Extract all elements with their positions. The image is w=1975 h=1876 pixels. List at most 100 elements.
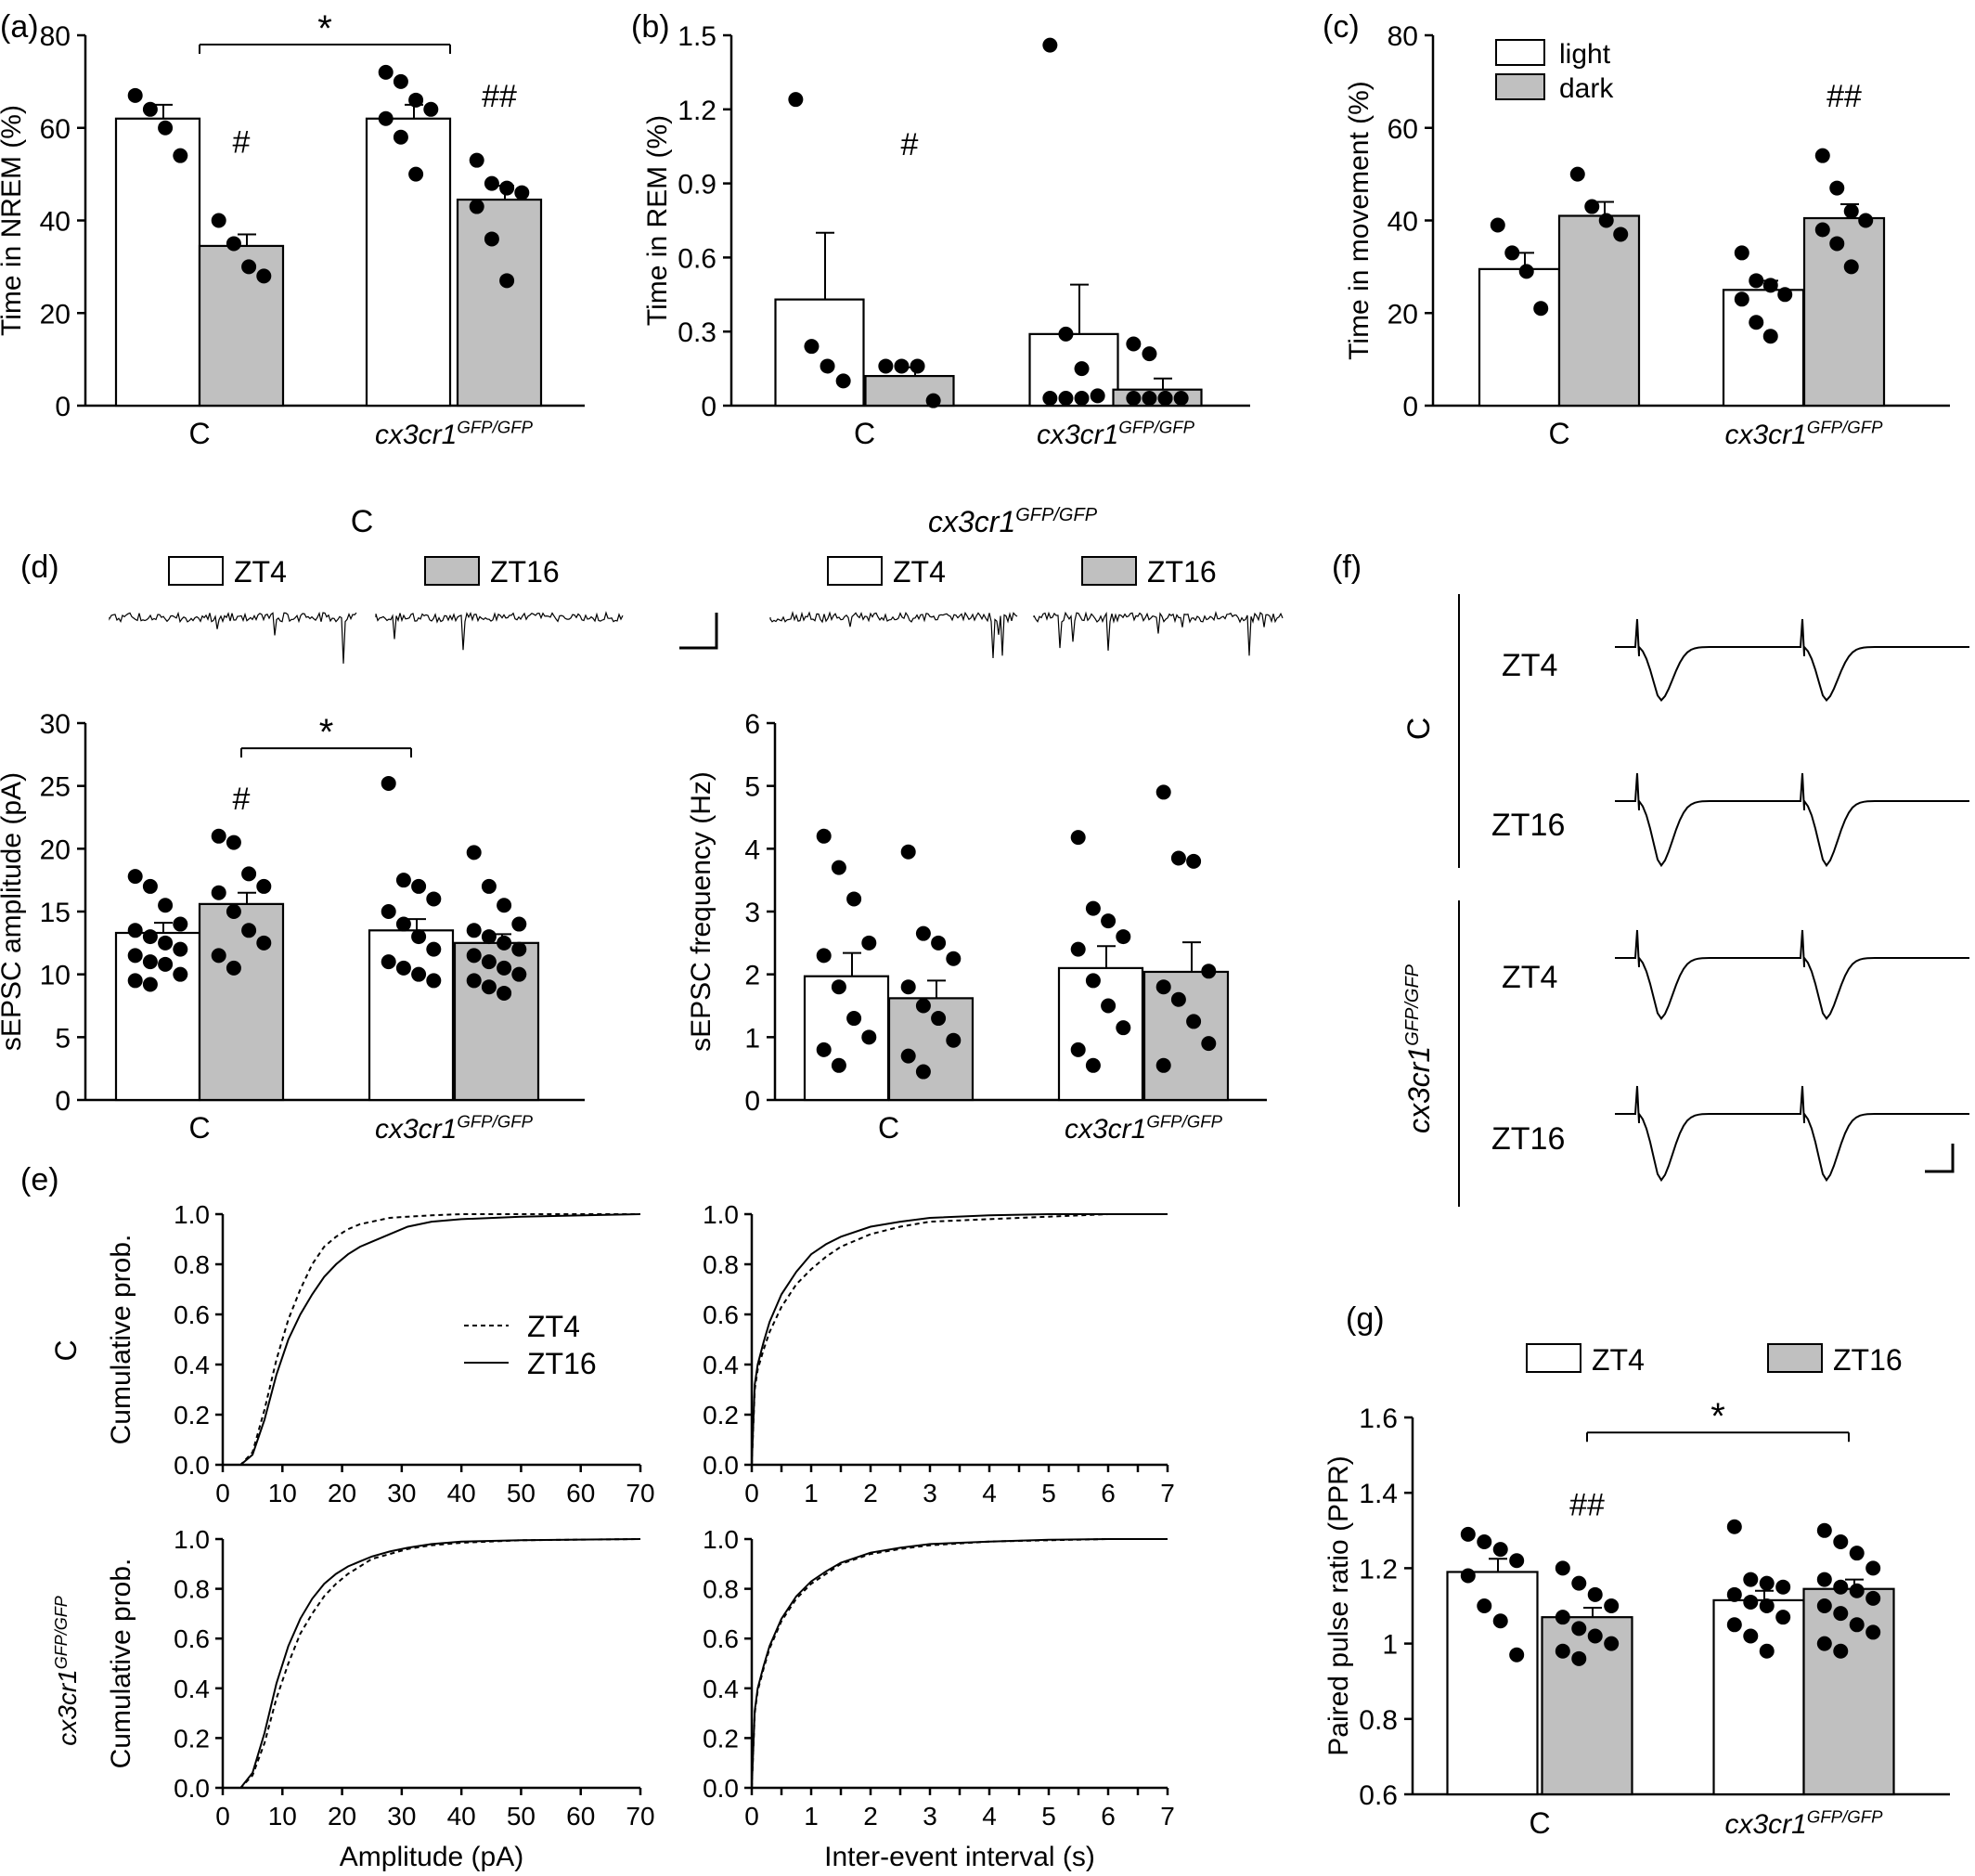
y-tick-label: 40	[1388, 207, 1418, 238]
data-point	[173, 966, 188, 982]
series-line-zt16	[223, 1213, 641, 1466]
group-label-cx3-sup: GFP/GFP	[1807, 418, 1883, 437]
data-point	[211, 885, 226, 900]
data-point	[393, 129, 408, 145]
x-tick-label: 50	[507, 1802, 536, 1831]
bar-chart-b: 0 0.3 0.6 0.9 1.2 1.5 Time in REM (%) #	[642, 21, 1250, 422]
panel-label-g: (g)	[1346, 1301, 1385, 1337]
data-point	[1833, 1606, 1849, 1622]
bar	[1557, 214, 1641, 408]
data-point	[497, 935, 512, 951]
data-point	[158, 898, 174, 913]
data-point	[497, 985, 512, 1001]
data-point	[1101, 998, 1117, 1014]
y-tick-label: 0.6	[174, 1624, 210, 1653]
data-point	[241, 866, 257, 882]
group-label-cx3-main: cx3cr1	[375, 420, 457, 450]
legend-e: ZT4 ZT16	[464, 1310, 597, 1380]
data-point	[127, 869, 143, 885]
data-point	[211, 213, 226, 228]
data-point	[1569, 166, 1585, 182]
y-tick-label: 5	[55, 1023, 71, 1054]
y-tick-label: 1	[744, 1023, 760, 1054]
data-point	[497, 960, 512, 976]
data-point	[1749, 315, 1764, 330]
data-point	[1571, 1575, 1587, 1591]
group-label-cx3-main: cx3cr1	[1725, 420, 1807, 450]
x-tick-label: 10	[268, 1802, 297, 1831]
data-point	[481, 979, 497, 995]
data-point	[1155, 784, 1171, 800]
data-point	[1070, 830, 1086, 846]
bar	[1802, 216, 1886, 408]
group-label-cx3-sup: GFP/GFP	[457, 1112, 533, 1132]
y-tick-label: 0.0	[174, 1774, 210, 1803]
y-tick-label: 1.2	[678, 96, 716, 126]
y-tick-label: 10	[40, 961, 71, 991]
data-point	[931, 1011, 947, 1027]
y-tick-label: 0.6	[703, 1300, 739, 1329]
data-point	[142, 878, 158, 894]
data-point	[1604, 1636, 1620, 1651]
legend-g-zt16: ZT16	[1833, 1343, 1903, 1377]
sig-mark: #	[901, 127, 919, 162]
sig-mark: ##	[1569, 1487, 1605, 1522]
group-label-cx3: cx3cr1GFP/GFP	[1725, 1807, 1884, 1840]
panel-label-b: (b)	[631, 9, 670, 45]
legend-d-left: ZT4 ZT16	[168, 555, 560, 589]
y-tick-label: 0.6	[678, 243, 716, 274]
data-point	[1604, 1598, 1620, 1613]
data-point	[1142, 391, 1157, 407]
data-point	[1843, 259, 1859, 275]
data-point	[1829, 236, 1845, 252]
data-point	[894, 358, 910, 374]
line-chart-e2: 0.0 0.2 0.4 0.6 0.8 1.0 0 1 2 3 4 5 6 7	[703, 1200, 1175, 1507]
y-tick-label: 0.4	[703, 1675, 739, 1703]
y-tick-label: 6	[744, 709, 760, 740]
legend-zt16-label: ZT16	[490, 555, 560, 589]
data-point	[395, 916, 411, 932]
x-tick-label: 0	[744, 1479, 759, 1507]
group-label-c: C	[1548, 417, 1569, 450]
data-point	[411, 878, 427, 894]
sig-mark: ##	[482, 79, 517, 114]
f-traces	[1615, 618, 1969, 1183]
x-tick-label: 2	[863, 1802, 878, 1831]
x-tick-label: 40	[447, 1802, 476, 1831]
data-point	[1843, 203, 1859, 219]
y-tick-label: 0.2	[174, 1401, 210, 1430]
y-tick-label: 60	[40, 114, 71, 145]
bar	[1802, 1587, 1895, 1796]
panel-label-d: (d)	[20, 550, 59, 585]
f-scale-bar	[1925, 1144, 1955, 1173]
data-point	[1085, 973, 1101, 989]
y-tick-label: 60	[1388, 114, 1418, 145]
x-tick-label: 50	[507, 1479, 536, 1507]
data-point	[1074, 391, 1090, 407]
data-point	[1814, 148, 1830, 163]
data-point	[142, 977, 158, 992]
data-point	[423, 101, 439, 117]
data-point	[1613, 226, 1629, 242]
sig-star: *	[317, 8, 332, 49]
f-row-4: ZT16	[1491, 1121, 1565, 1157]
legend-zt4-label-r: ZT4	[893, 555, 946, 589]
series-line-zt4	[223, 1538, 641, 1789]
data-point	[1726, 1586, 1742, 1602]
group-label-c: C	[188, 1111, 210, 1145]
y-tick-label: 20	[40, 299, 71, 330]
data-point	[378, 64, 394, 80]
y-tick-label: 0.2	[703, 1724, 739, 1753]
line-chart-e4: 0.0 0.2 0.4 0.6 0.8 1.0 0 1 2 3 4 5 6 7 Inter-event in…	[703, 1525, 1175, 1872]
data-point	[1085, 900, 1101, 916]
series-line-zt16	[223, 1538, 641, 1789]
legend-g-zt4: ZT4	[1592, 1343, 1645, 1377]
y-tick-label: 0.4	[174, 1675, 210, 1703]
x-tick-label: 1	[804, 1479, 819, 1507]
data-point	[831, 1057, 846, 1073]
y-axis-label: Cumulative prob.	[106, 1235, 136, 1445]
data-point	[878, 358, 894, 374]
data-point	[1201, 964, 1217, 979]
series-line-zt4	[751, 1213, 1168, 1466]
legend-g: ZT4 ZT16	[1526, 1343, 1903, 1377]
